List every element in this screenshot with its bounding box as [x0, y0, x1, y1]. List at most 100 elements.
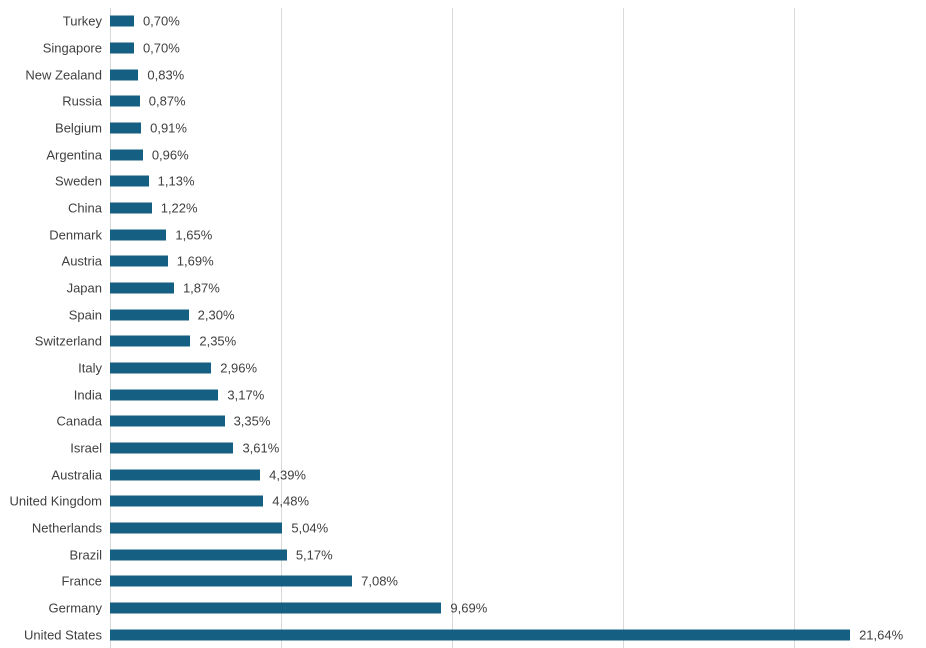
value-label: 1,69%: [176, 253, 214, 269]
value-label: 7,08%: [361, 573, 398, 589]
value-label: 1,22%: [160, 200, 198, 216]
gridline-10pct: [452, 8, 453, 648]
bar: [110, 15, 134, 27]
category-label: Argentina: [46, 147, 102, 163]
category-label: United States: [23, 627, 102, 643]
value-label: 4,39%: [269, 467, 306, 483]
bar-row: United Kingdom 4,48%: [0, 488, 926, 515]
value-label: 0,70%: [142, 13, 180, 29]
category-label: Denmark: [49, 227, 102, 243]
bar: [110, 122, 142, 134]
bar: [110, 362, 212, 374]
value-label: 9,69%: [450, 600, 488, 616]
category-label: Singapore: [42, 40, 102, 56]
value-label: 0,83%: [147, 67, 185, 83]
value-label: 2,96%: [220, 360, 258, 376]
bar-row: Italy 2,96%: [0, 355, 926, 382]
bar-row: Canada 3,35%: [0, 408, 926, 435]
bar: [110, 549, 287, 561]
bar: [110, 69, 139, 81]
bar-row: Spain 2,30%: [0, 301, 926, 328]
category-label: Italy: [78, 360, 102, 376]
bar: [110, 255, 168, 267]
bar: [110, 389, 219, 401]
category-label: Sweden: [55, 173, 102, 189]
gridline-20pct: [794, 8, 795, 648]
category-label: Brazil: [69, 547, 102, 563]
category-label: United Kingdom: [9, 493, 103, 509]
bar-row: China 1,22%: [0, 195, 926, 222]
bar: [110, 335, 191, 347]
category-label: Belgium: [55, 120, 102, 136]
bar: [110, 495, 264, 507]
category-label: Turkey: [62, 13, 102, 29]
bar-row: Singapore 0,70%: [0, 35, 926, 62]
category-label: Canada: [56, 413, 102, 429]
bar-row: Netherlands 5,04%: [0, 515, 926, 542]
category-label: Israel: [70, 440, 102, 456]
value-label: 5,04%: [291, 520, 329, 536]
bar: [110, 629, 851, 641]
bar-row: Turkey 0,70%: [0, 8, 926, 35]
category-label: India: [73, 387, 102, 403]
bar: [110, 175, 149, 187]
value-label: 0,96%: [151, 147, 189, 163]
bar: [110, 229, 167, 241]
bar: [110, 522, 283, 534]
bar: [110, 602, 442, 614]
y-axis-line: [110, 8, 111, 648]
bar-row: Argentina 0,96%: [0, 141, 926, 168]
bar-row: Switzerland 2,35%: [0, 328, 926, 355]
bar-row: Sweden 1,13%: [0, 168, 926, 195]
value-label: 1,13%: [157, 173, 195, 189]
bar: [110, 442, 234, 454]
value-label: 1,87%: [182, 280, 220, 296]
value-label: 2,35%: [199, 333, 237, 349]
bar-row: Germany 9,69%: [0, 595, 926, 622]
bar: [110, 282, 174, 294]
category-label: Germany: [48, 600, 102, 616]
value-label: 1,65%: [175, 227, 213, 243]
bar-row: Australia 4,39%: [0, 461, 926, 488]
bar: [110, 309, 189, 321]
bar: [110, 469, 261, 481]
bar: [110, 95, 140, 107]
bar: [110, 42, 134, 54]
bar-row: Israel 3,61%: [0, 435, 926, 462]
bar: [110, 149, 143, 161]
category-label: Spain: [68, 307, 102, 323]
gridline-5pct: [281, 8, 282, 648]
value-label: 3,17%: [227, 387, 265, 403]
category-label: Australia: [51, 467, 102, 483]
gridline-15pct: [623, 8, 624, 648]
bar-row: Brazil 5,17%: [0, 541, 926, 568]
category-label: Austria: [61, 253, 102, 269]
bar-row: Belgium 0,91%: [0, 115, 926, 142]
category-label: New Zealand: [25, 67, 102, 83]
value-label: 0,87%: [148, 93, 186, 109]
category-label: Japan: [66, 280, 102, 296]
category-label: Netherlands: [31, 520, 102, 536]
category-label: China: [68, 200, 102, 216]
bar: [110, 202, 152, 214]
bar-row: France 7,08%: [0, 568, 926, 595]
bar-row: United States 21,64%: [0, 621, 926, 648]
category-label: France: [61, 573, 102, 589]
value-label: 5,17%: [295, 547, 333, 563]
bar-row: India 3,17%: [0, 381, 926, 408]
value-label: 3,35%: [233, 413, 271, 429]
value-label: 4,48%: [272, 493, 310, 509]
value-label: 0,91%: [150, 120, 187, 136]
bar-row: Japan 1,87%: [0, 275, 926, 302]
bar-row: New Zealand 0,83%: [0, 61, 926, 88]
value-label: 0,70%: [142, 40, 180, 56]
bar: [110, 575, 353, 587]
bar: [110, 415, 225, 427]
category-label: Russia: [62, 93, 102, 109]
category-label: Switzerland: [34, 333, 102, 349]
value-label: 21,64%: [859, 627, 904, 643]
bar-row: Denmark 1,65%: [0, 221, 926, 248]
bar-row: Austria 1,69%: [0, 248, 926, 275]
bar-row: Russia 0,87%: [0, 88, 926, 115]
